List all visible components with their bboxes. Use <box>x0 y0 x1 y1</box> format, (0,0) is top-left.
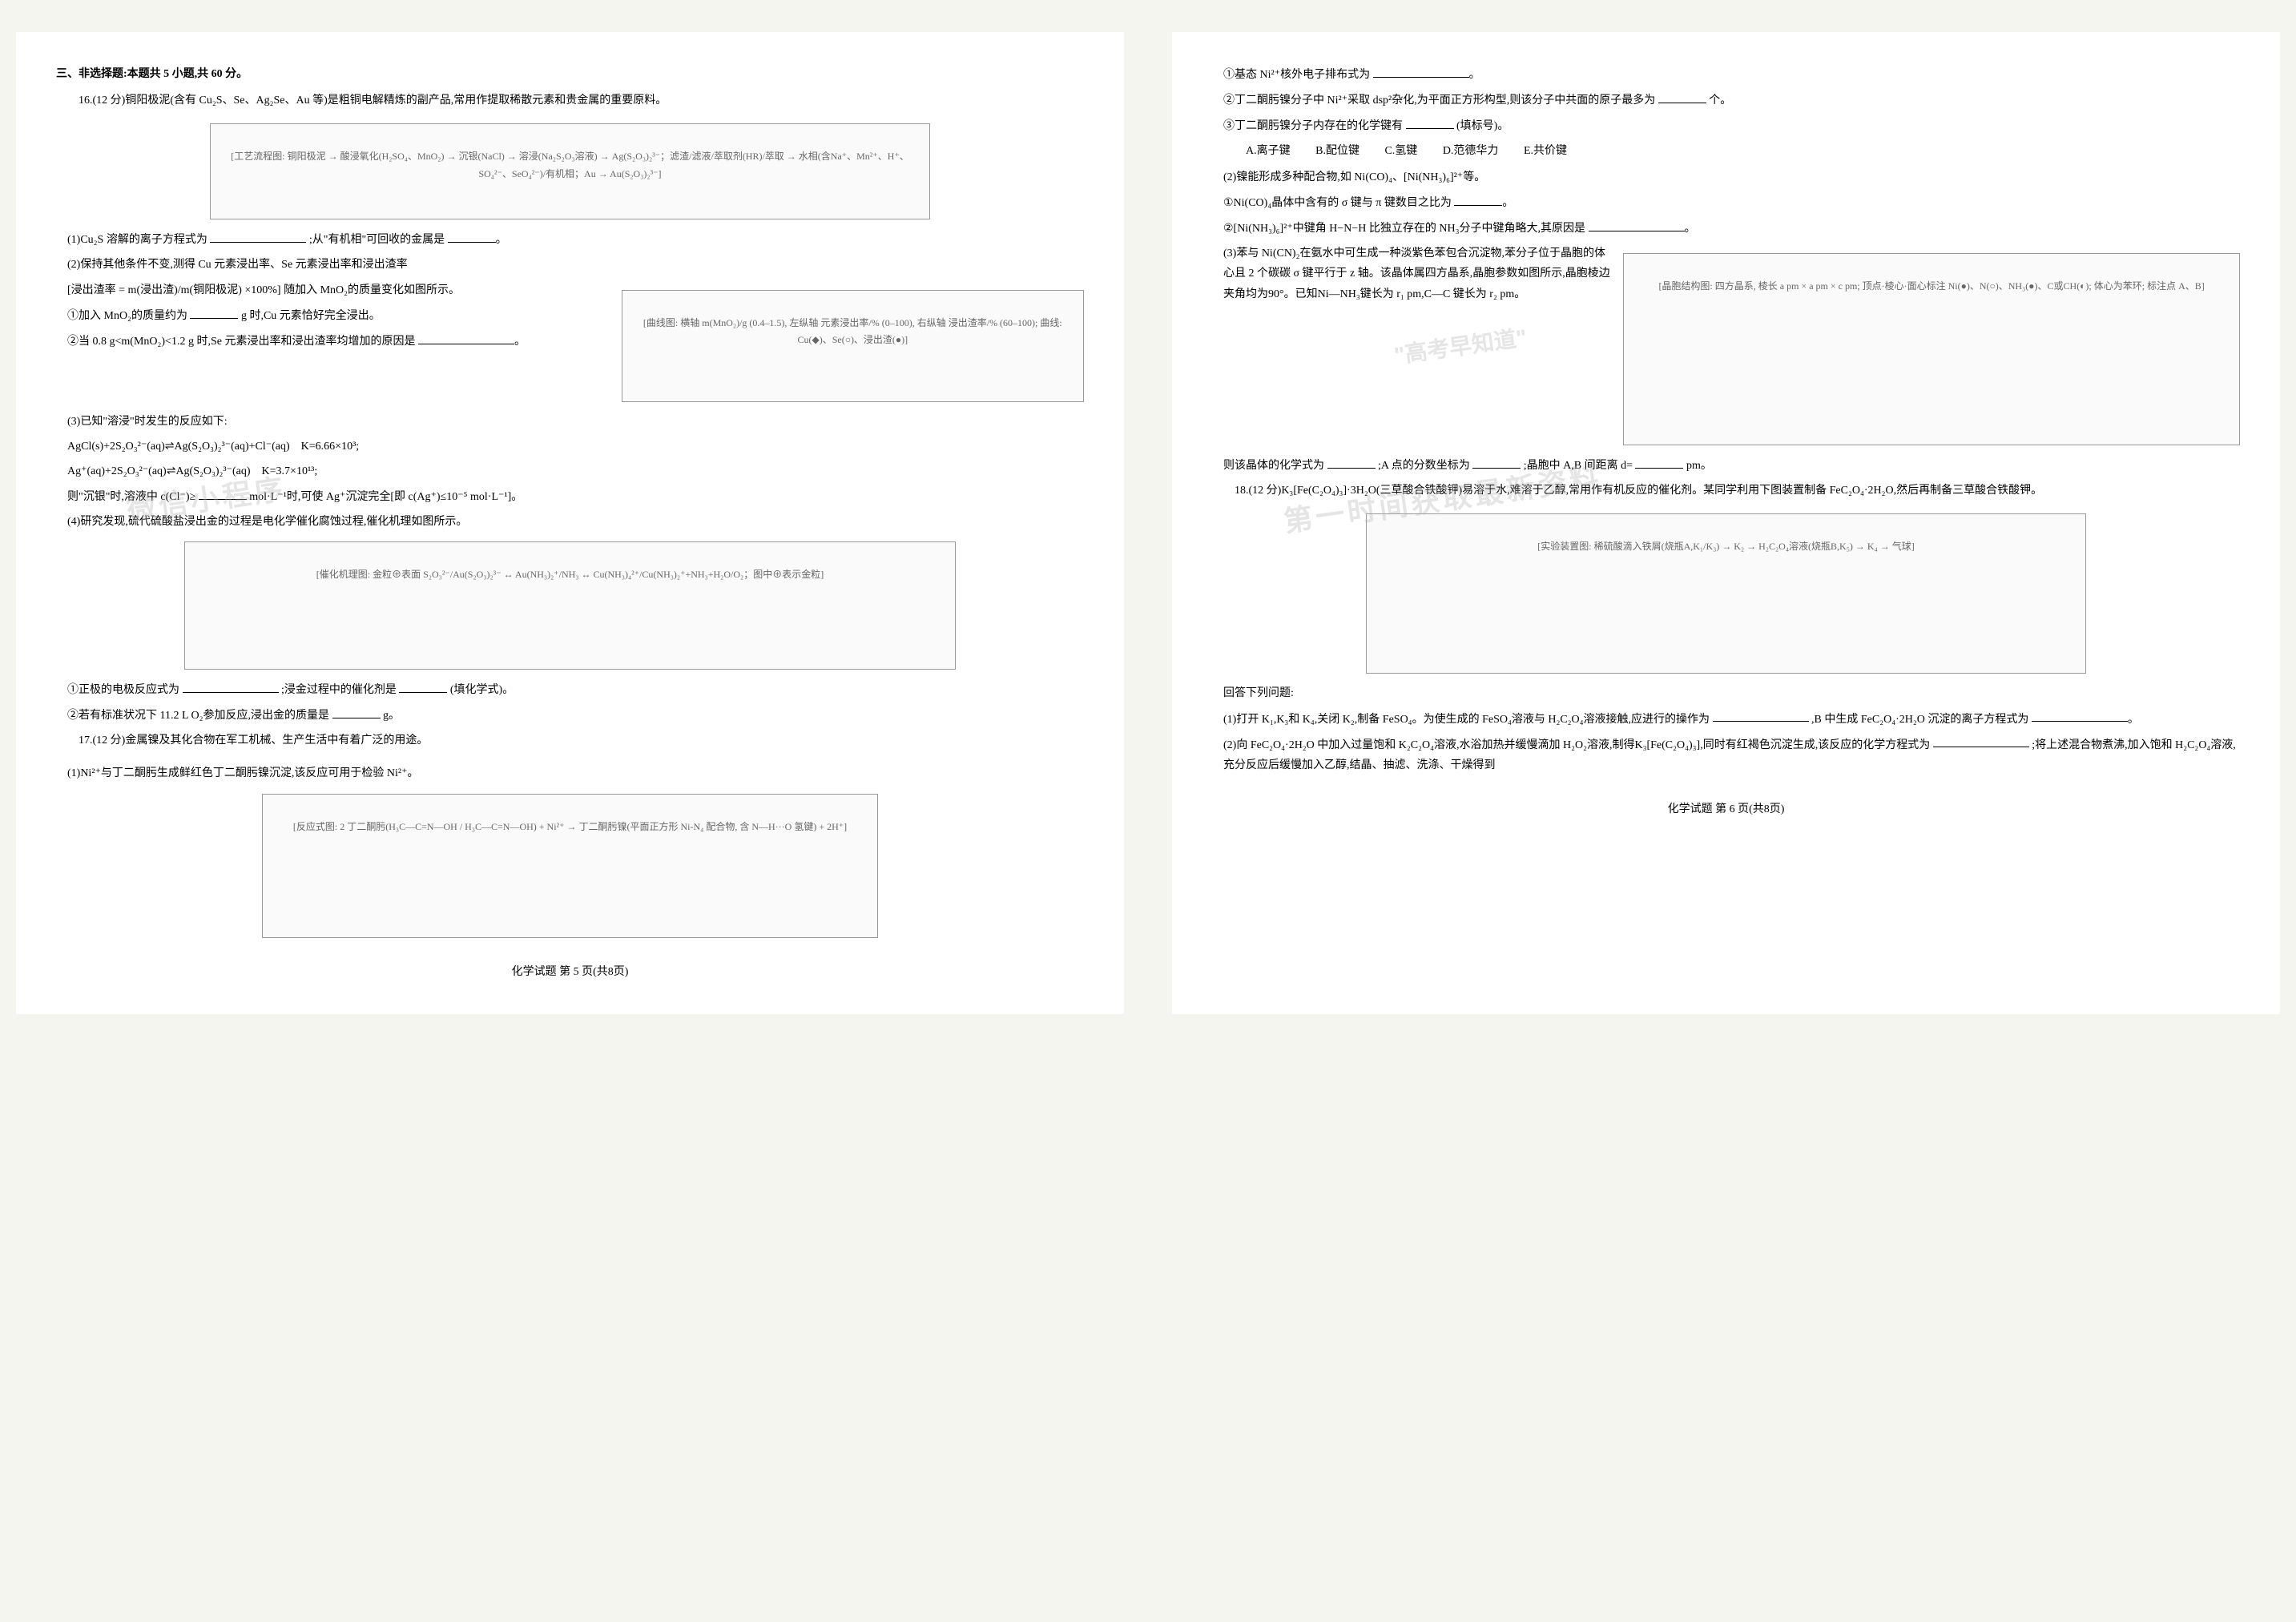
q18-p1-text: (1)打开 K₁,K₃和 K₄,关闭 K₂,制备 FeSO₄。为使生成的 FeS… <box>1223 713 1710 725</box>
q18-p1b-text: ,B 中生成 FeC₂O₄·2H₂O 沉淀的离子方程式为 <box>1811 713 2028 725</box>
q17-p3-q3b-text: pm。 <box>1686 460 1712 472</box>
q17-p3-q2-text: ;A 点的分数坐标为 <box>1378 460 1470 472</box>
q16-p4-1: ①正极的电极反应式为 ;浸金过程中的催化剂是 (填化学式)。 <box>67 679 1084 700</box>
q16-p3-eq1: AgCl(s)+2S₂O₃²⁻(aq)⇌Ag(S₂O₃)₂³⁻(aq)+Cl⁻(… <box>67 437 1084 457</box>
q16-p2-1-text: ①加入 MnO₂的质量约为 <box>67 310 187 322</box>
q16-p1b-text: ;从"有机相"可回收的金属是 <box>309 234 445 246</box>
section-3-header: 三、非选择题:本题共 5 小题,共 60 分。 <box>56 64 1084 84</box>
q17-p3-wrap: [晶胞结构图: 四方晶系, 棱长 a pm × a pm × c pm; 顶点·… <box>1212 244 2240 455</box>
q18-intro: 回答下列问题: <box>1223 683 2240 703</box>
q16-p2-wrap: (2)保持其他条件不变,测得 Cu 元素浸出率、Se 元素浸出率和浸出渣率 [曲… <box>56 255 1084 411</box>
choice-A: A.离子键 <box>1246 141 1291 161</box>
q16-p3-qb-text: mol·L⁻¹时,可使 Ag⁺沉淀完全[即 c(Ag⁺)≤10⁻⁵ mol·L⁻… <box>249 491 522 503</box>
choice-B: B.配位键 <box>1315 141 1359 161</box>
page-6: "高考早知道" 第一时间获取最新资料 ①基态 Ni²⁺核外电子排布式为 。 ②丁… <box>1172 32 2280 1014</box>
q16-flowchart: [工艺流程图: 铜阳极泥 → 酸浸氧化(H₂SO₄、MnO₂) → 沉银(NaC… <box>210 123 929 219</box>
two-page-spread: 微信小程序 三、非选择题:本题共 5 小题,共 60 分。 16.(12 分)铜… <box>16 32 2280 1014</box>
q17-p1-1-blank <box>1373 64 1469 78</box>
q17-p2-2-text: ②[Ni(NH₃)₆]²⁺中键角 H−N−H 比独立存在的 NH₃分子中键角略大… <box>1223 223 1585 235</box>
q16-p4-1b-text: ;浸金过程中的催化剂是 <box>281 684 397 696</box>
q16-p2-1-blank <box>190 305 238 319</box>
q18-apparatus-diagram: [实验装置图: 稀硫酸滴入铁屑(烧瓶A,K₁/K₃) → K₂ → H₂C₂O₄… <box>1366 513 2085 674</box>
q17-p3-q: 则该晶体的化学式为 ;A 点的分数坐标为 ;晶胞中 A,B 间距离 d= pm。 <box>1223 455 2240 476</box>
q16-p1: (1)Cu₂S 溶解的离子方程式为 ;从"有机相"可回收的金属是 。 <box>67 229 1084 250</box>
q17-p1: (1)Ni²⁺与丁二酮肟生成鲜红色丁二酮肟镍沉淀,该反应可用于检验 Ni²⁺。 <box>67 763 1084 783</box>
q17-p1-3b-text: (填标号)。 <box>1456 120 1509 132</box>
q16-p2-2-blank <box>418 331 514 344</box>
q18-p1: (1)打开 K₁,K₃和 K₄,关闭 K₂,制备 FeSO₄。为使生成的 FeS… <box>1223 709 2240 730</box>
q16-p3: (3)已知"溶浸"时发生的反应如下: <box>67 412 1084 432</box>
q17-molecule-diagram: [反应式图: 2 丁二酮肟(H₃C—C=N—OH / H₃C—C=N—OH) +… <box>262 794 879 938</box>
q17-p1-3: ③丁二酮肟镍分子内存在的化学键有 (填标号)。 <box>1223 115 2240 136</box>
q17-crystal-diagram: [晶胞结构图: 四方晶系, 棱长 a pm × a pm × c pm; 顶点·… <box>1623 253 2240 445</box>
q16-p4-1-blank1 <box>183 679 279 693</box>
q17-p2-1: ①Ni(CO)₄晶体中含有的 σ 键与 π 键数目之比为 。 <box>1223 192 2240 213</box>
q16-p4-1-text: ①正极的电极反应式为 <box>67 684 179 696</box>
q16-p3-eq2: Ag⁺(aq)+2S₂O₃²⁻(aq)⇌Ag(S₂O₃)₂³⁻(aq) K=3.… <box>67 461 1084 481</box>
q16-p4-2: ②若有标准状况下 11.2 L O₂参加反应,浸出金的质量是 g。 <box>67 705 1084 726</box>
page-5: 微信小程序 三、非选择题:本题共 5 小题,共 60 分。 16.(12 分)铜… <box>16 32 1124 1014</box>
q16-p2-1b-text: g 时,Cu 元素恰好完全浸出。 <box>241 310 381 322</box>
q17-p1-1: ①基态 Ni²⁺核外电子排布式为 。 <box>1223 64 2240 85</box>
q16-p4: (4)研究发现,硫代硫酸盐浸出金的过程是电化学催化腐蚀过程,催化机理如图所示。 <box>67 512 1084 532</box>
q16-p4-2-blank <box>332 705 381 718</box>
q17-stem: 17.(12 分)金属镍及其化合物在军工机械、生产生活中有着广泛的用途。 <box>56 731 1084 751</box>
q17-p2-1-text: ①Ni(CO)₄晶体中含有的 σ 键与 π 键数目之比为 <box>1223 197 1452 209</box>
page6-footer: 化学试题 第 6 页(共8页) <box>1212 799 2240 819</box>
q17-p3-blank3 <box>1635 455 1683 469</box>
q17-p1-3-text: ③丁二酮肟镍分子内存在的化学键有 <box>1223 120 1403 132</box>
q16-chart: [曲线图: 横轴 m(MnO₂)/g (0.4–1.5), 左纵轴 元素浸出率/… <box>622 290 1084 402</box>
q16-p2: (2)保持其他条件不变,测得 Cu 元素浸出率、Se 元素浸出率和浸出渣率 <box>67 255 1084 275</box>
q16-p3-q: 则"沉银"时,溶液中 c(Cl⁻)≥ mol·L⁻¹时,可使 Ag⁺沉淀完全[即… <box>67 486 1084 507</box>
choice-C: C.氢键 <box>1384 141 1417 161</box>
q17-p3-q3-text: ;晶胞中 A,B 间距离 d= <box>1524 460 1633 472</box>
q17-p1-2b-text: 个。 <box>1709 95 1731 107</box>
q16-p4-2b-text: g。 <box>383 710 400 722</box>
q17-p3-blank1 <box>1327 455 1376 469</box>
q17-p1-2-blank <box>1658 90 1706 103</box>
page5-footer: 化学试题 第 5 页(共8页) <box>56 962 1084 982</box>
q17-p1-1-text: ①基态 Ni²⁺核外电子排布式为 <box>1223 69 1370 81</box>
choice-E: E.共价键 <box>1524 141 1567 161</box>
q17-p1-3-blank <box>1406 115 1454 129</box>
q17-p2: (2)镍能形成多种配合物,如 Ni(CO)₄、[Ni(NH₃)₆]²⁺等。 <box>1223 167 2240 187</box>
q16-p3-blank <box>199 486 247 500</box>
q16-p4-1c-text: (填化学式)。 <box>450 684 514 696</box>
q16-stem: 16.(12 分)铜阳极泥(含有 Cu₂S、Se、Ag₂Se、Au 等)是粗铜电… <box>56 91 1084 111</box>
q16-p1-blank1 <box>210 229 306 243</box>
q16-p2-2-text: ②当 0.8 g<m(MnO₂)<1.2 g 时,Se 元素浸出率和浸出渣率均增… <box>67 336 415 348</box>
q17-p1-2: ②丁二酮肟镍分子中 Ni²⁺采取 dsp²杂化,为平面正方形构型,则该分子中共面… <box>1223 90 2240 111</box>
q18-p2-blank <box>1933 735 2029 748</box>
q18-p2-text: (2)向 FeC₂O₄·2H₂O 中加入过量饱和 K₂C₂O₄溶液,水浴加热并缓… <box>1223 739 1930 751</box>
q16-p3-q-text: 则"沉银"时,溶液中 c(Cl⁻)≥ <box>67 491 195 503</box>
choice-D: D.范德华力 <box>1443 141 1499 161</box>
q17-p1-2-text: ②丁二酮肟镍分子中 Ni²⁺采取 dsp²杂化,为平面正方形构型,则该分子中共面… <box>1223 95 1655 107</box>
q17-p3-q1-text: 则该晶体的化学式为 <box>1223 460 1324 472</box>
q17-choices: A.离子键 B.配位键 C.氢键 D.范德华力 E.共价键 <box>1246 141 2240 161</box>
q16-p4-1-blank2 <box>399 679 447 693</box>
q16-mechanism-diagram: [催化机理图: 金粒⊕表面 S₂O₃²⁻/Au(S₂O₃)₂³⁻ ↔ Au(NH… <box>184 541 955 670</box>
q17-p3-blank2 <box>1472 455 1521 469</box>
q16-p4-2-text: ②若有标准状况下 11.2 L O₂参加反应,浸出金的质量是 <box>67 710 329 722</box>
q17-p2-1-blank <box>1454 192 1502 206</box>
q16-p1-blank2 <box>448 229 496 243</box>
q18-p1-blank1 <box>1713 709 1809 722</box>
q18-p2: (2)向 FeC₂O₄·2H₂O 中加入过量饱和 K₂C₂O₄溶液,水浴加热并缓… <box>1223 735 2240 775</box>
q18-p1-blank2 <box>2032 709 2128 722</box>
q18-stem: 18.(12 分)K₃[Fe(C₂O₄)₃]·3H₂O(三草酸合铁酸钾)易溶于水… <box>1212 481 2240 501</box>
q16-p1-text: (1)Cu₂S 溶解的离子方程式为 <box>67 234 207 246</box>
q17-p2-2: ②[Ni(NH₃)₆]²⁺中键角 H−N−H 比独立存在的 NH₃分子中键角略大… <box>1223 218 2240 239</box>
q17-p2-2-blank <box>1589 218 1685 231</box>
